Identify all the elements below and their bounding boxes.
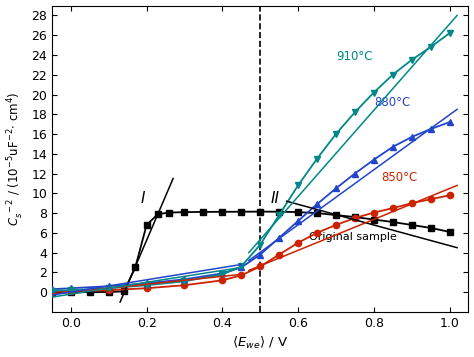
Text: Original sample: Original sample [310,232,397,242]
X-axis label: $\langle$$\it{E}_{we}$$\rangle$ / V: $\langle$$\it{E}_{we}$$\rangle$ / V [232,335,288,351]
Text: I: I [141,191,145,206]
Y-axis label: $C_s^{\ -2}$ / ($10^{-5}$uF$^{-2}$$\cdot$ cm$^4$): $C_s^{\ -2}$ / ($10^{-5}$uF$^{-2}$$\cdot… [6,91,26,226]
Text: II: II [271,191,280,206]
Text: 850°C: 850°C [382,171,418,185]
Text: 910°C: 910°C [336,50,373,63]
Text: 880°C: 880°C [374,96,410,109]
